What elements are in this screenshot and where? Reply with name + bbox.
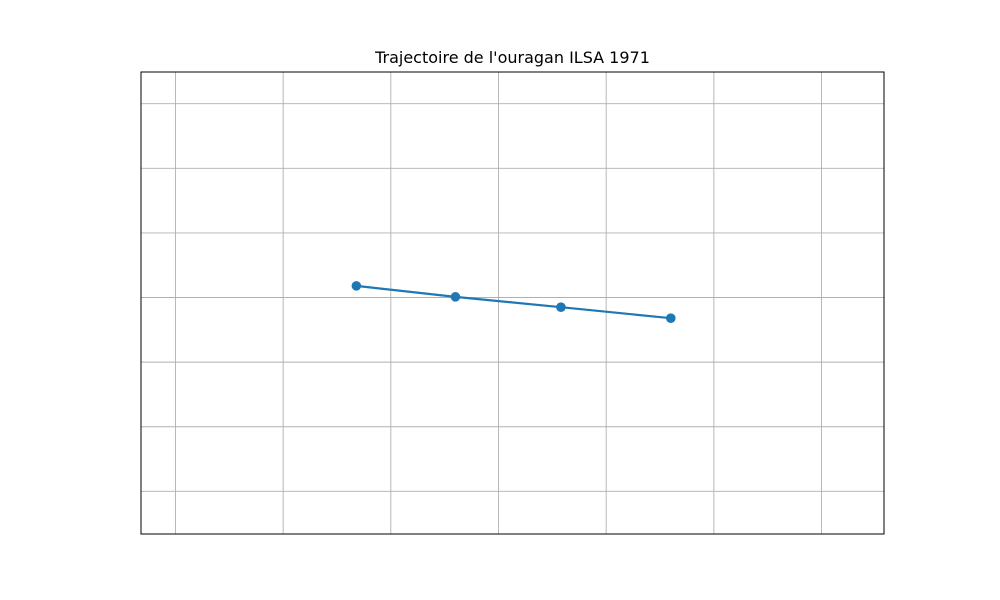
data-point-3 [665, 313, 676, 323]
plot-frame [140, 71, 885, 535]
series-layer [351, 281, 676, 323]
data-point-1 [450, 292, 461, 302]
grid [141, 72, 884, 534]
chart-title: Trajectoire de l'ouragan ILSA 1971 [374, 48, 650, 67]
series-line-0 [356, 284, 671, 320]
data-point-2 [556, 302, 566, 313]
data-point-0 [351, 281, 362, 291]
